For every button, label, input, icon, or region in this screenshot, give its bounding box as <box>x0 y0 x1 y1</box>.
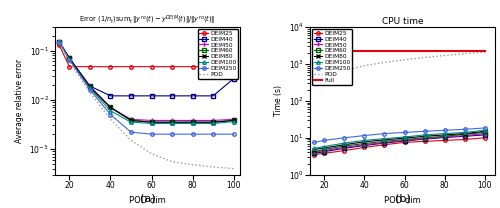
X-axis label: POD dim: POD dim <box>384 196 421 204</box>
Y-axis label: Time (s): Time (s) <box>274 85 283 116</box>
Text: (a): (a) <box>140 193 155 203</box>
Title: CPU time: CPU time <box>382 17 424 26</box>
Title: Error $(1/n_t)\mathrm{sum}_t\,\|y^{ro}(t)-y^{DEIM}(t)\|/\|y^{ro}(t)\|$: Error $(1/n_t)\mathrm{sum}_t\,\|y^{ro}(t… <box>79 14 216 27</box>
Text: (b): (b) <box>394 193 410 203</box>
Legend: DEIM25, DEIM40, DEIM50, DEIM60, DEIM80, DEIM100, DEIM250, POD, Full: DEIM25, DEIM40, DEIM50, DEIM60, DEIM80, … <box>312 29 352 85</box>
Y-axis label: Average relative error: Average relative error <box>15 59 24 143</box>
Legend: DEIM25, DEIM40, DEIM50, DEIM60, DEIM80, DEIM100, DEIM250, POD: DEIM25, DEIM40, DEIM50, DEIM60, DEIM80, … <box>198 29 238 79</box>
X-axis label: POD dim: POD dim <box>129 196 166 204</box>
